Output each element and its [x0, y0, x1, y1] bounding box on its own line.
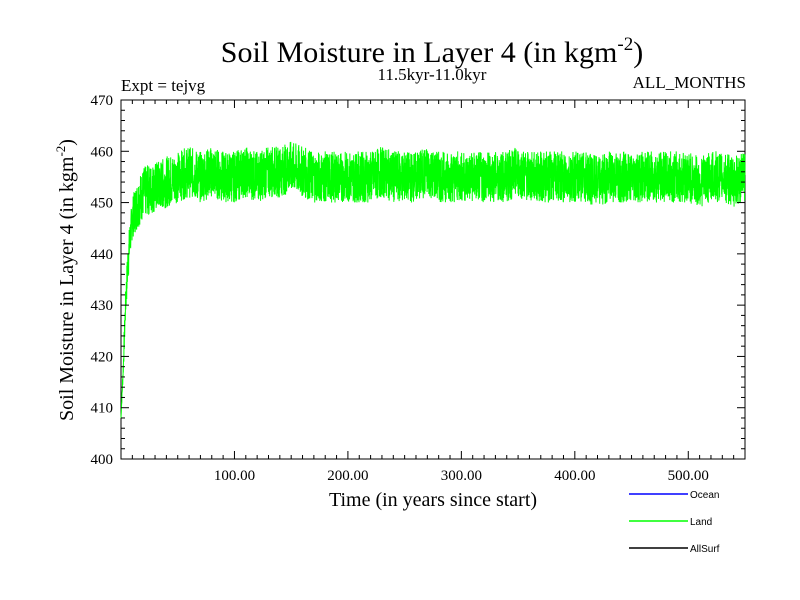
y-tick-label: 400	[91, 452, 114, 468]
x-axis-label: Time (in years since start)	[329, 489, 537, 511]
x-tick-label: 200.00	[327, 468, 368, 484]
y-tick-label: 470	[91, 93, 114, 109]
x-tick-label: 400.00	[554, 468, 595, 484]
y-tick-label: 410	[91, 401, 114, 417]
y-axis-ticks: 400 410 420 430 440 450 460 470	[91, 93, 745, 468]
y-tick-label: 450	[91, 196, 114, 212]
y-tick-label: 460	[91, 144, 114, 160]
y-axis-label-superscript: -2	[53, 146, 68, 157]
legend: Ocean Land AllSurf	[629, 490, 720, 555]
y-tick-label: 420	[91, 349, 114, 365]
subtitle-period: 11.5kyr-11.0kyr	[378, 65, 487, 84]
chart-title-superscript: -2	[617, 34, 633, 55]
legend-label-land: Land	[690, 517, 712, 528]
legend-label-ocean: Ocean	[690, 490, 719, 501]
months-label: ALL_MONTHS	[633, 73, 746, 92]
y-tick-label: 440	[91, 247, 114, 263]
series-layer	[120, 141, 746, 418]
x-tick-label: 500.00	[668, 468, 709, 484]
chart-title: Soil Moisture in Layer 4 (in kgm-2)	[221, 34, 643, 69]
expt-label: Expt = tejvg	[121, 76, 206, 95]
x-axis-ticks: 100.00 200.00 300.00 400.00 500.00	[131, 100, 735, 484]
y-axis-label: Soil Moisture in Layer 4 (in kgm-2)	[53, 139, 78, 421]
x-tick-label: 300.00	[441, 468, 482, 484]
y-tick-label: 430	[91, 298, 114, 314]
x-tick-label: 100.00	[214, 468, 255, 484]
series-line-land	[120, 141, 746, 418]
legend-label-allsurf: AllSurf	[690, 544, 720, 555]
plot-frame	[120, 99, 746, 460]
